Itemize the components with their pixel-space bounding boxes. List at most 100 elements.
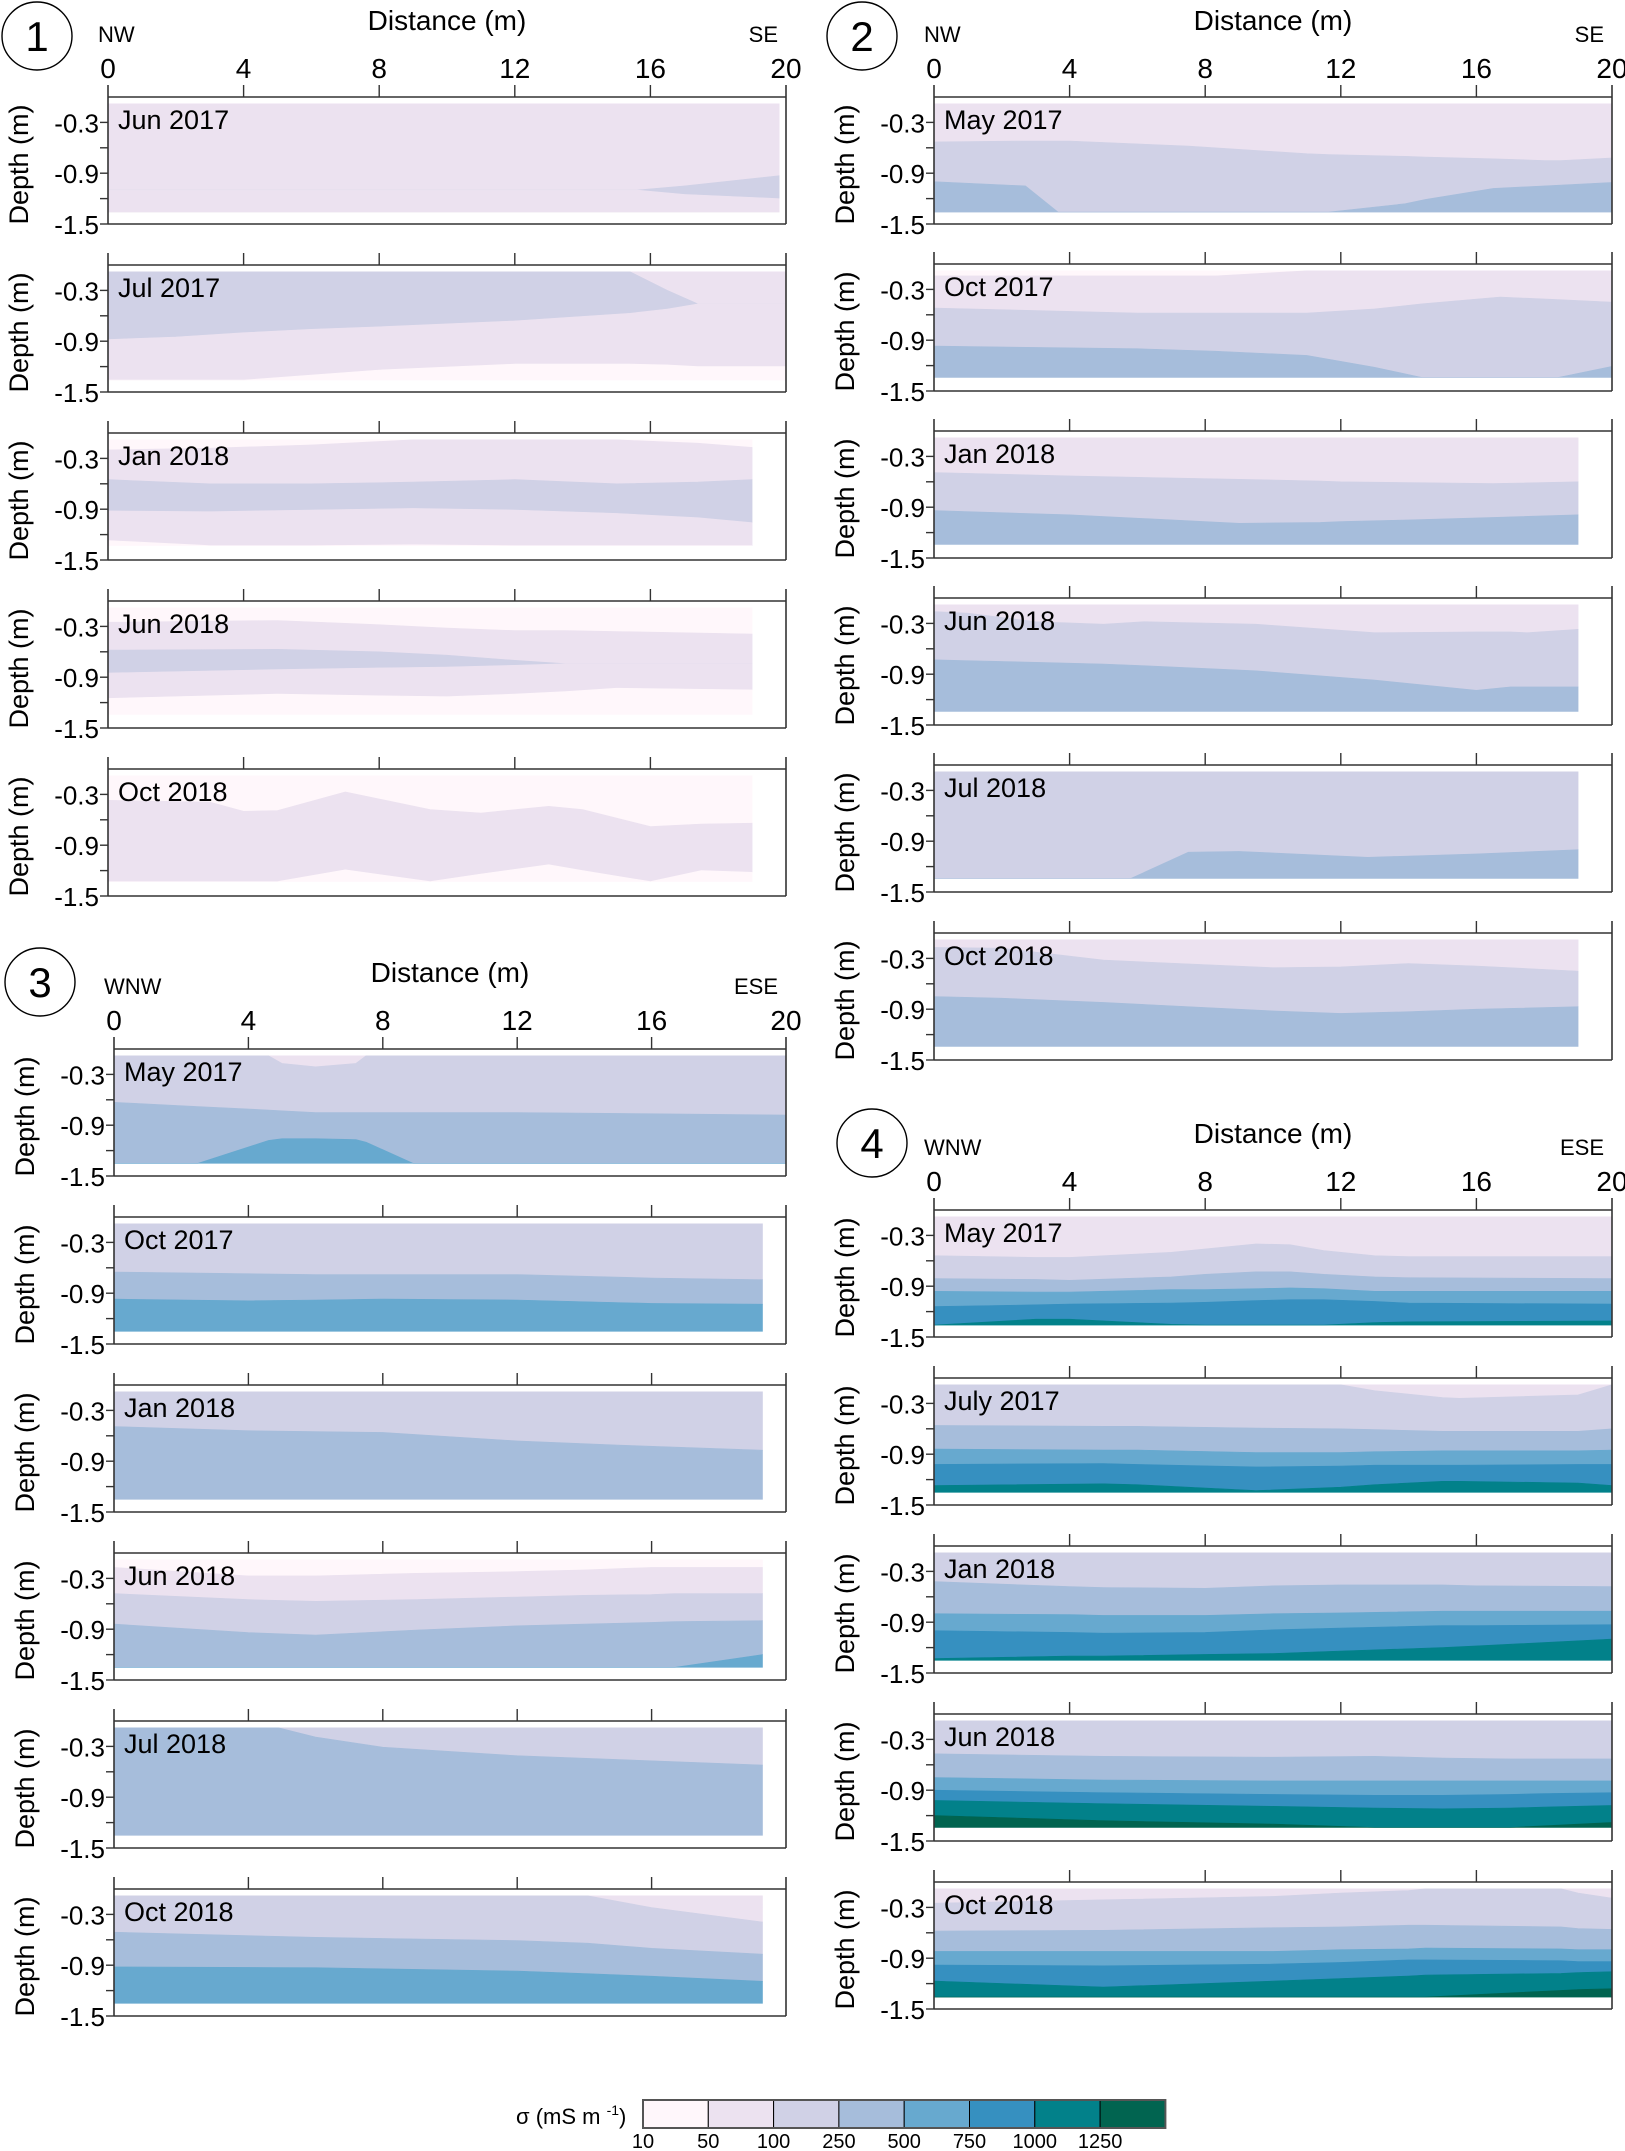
y-tick-label: -1.5: [880, 1323, 925, 1353]
y-axis-title: Depth (m): [830, 1217, 860, 1337]
profile-oct-2018: -0.3 -0.9 -1.5 Depth (m) Oct 2018: [830, 1870, 1613, 2025]
panel-3: 3 WNW ESE Distance (m) 0 4 8 12 16 20 -0.3 -0.9 -1.5…: [4, 947, 802, 2032]
y-axis-title: Depth (m): [830, 605, 860, 725]
panel-number-circle: [1, 1, 73, 71]
legend-swatch-10: [642, 2099, 709, 2129]
conductivity-band-250: [933, 996, 1579, 1047]
profile-date-label: Oct 2018: [944, 941, 1054, 971]
conductivity-band-500: [113, 1966, 763, 2004]
panel-1: 1 NW SE Distance (m) 0 4 8 12 16 20 -0.3 -0.9 -1.5 De…: [1, 1, 802, 912]
direction-left: WNW: [924, 1135, 982, 1160]
legend-swatch-100: [773, 2099, 840, 2129]
y-tick-label: -0.9: [880, 827, 925, 857]
y-tick-label: -0.9: [60, 1615, 105, 1645]
x-tick-label: 20: [770, 1005, 801, 1036]
y-axis-title: Depth (m): [10, 1560, 40, 1680]
profile-jun-2018: -0.3 -0.9 -1.5 Depth (m) Jun 2018: [10, 1541, 787, 1696]
conductivity-band-10: [108, 864, 753, 882]
legend-swatch-1250: [1099, 2099, 1166, 2129]
profile-date-label: Oct 2017: [124, 1225, 234, 1255]
conductivity-band-50: [107, 189, 780, 213]
y-tick-label: -1.5: [60, 1162, 105, 1192]
y-axis-title: Depth (m): [830, 1889, 860, 2009]
y-tick-label: -0.9: [60, 1111, 105, 1141]
legend-tick-label: 500: [888, 2131, 921, 2151]
profile-oct-2017: -0.3 -0.9 -1.5 Depth (m) Oct 2017: [10, 1205, 787, 1360]
y-tick-label: -1.5: [880, 210, 925, 240]
y-tick-label: -0.9: [54, 495, 99, 525]
x-tick-label: 12: [1325, 1166, 1356, 1197]
profile-date-label: May 2017: [944, 1218, 1063, 1248]
y-tick-label: -0.3: [880, 1725, 925, 1755]
y-tick-label: -1.5: [60, 2002, 105, 2032]
y-tick-label: -0.9: [60, 1951, 105, 1981]
panel-number-circle: [4, 947, 76, 1017]
profile-date-label: Jun 2018: [944, 606, 1055, 636]
y-tick-label: -1.5: [60, 1666, 105, 1696]
profile-oct-2018: -0.3 -0.9 -1.5 Depth (m) Oct 2018: [830, 921, 1613, 1076]
y-axis-title: Depth (m): [10, 1896, 40, 2016]
panel-number: 1: [25, 13, 48, 60]
y-tick-label: -1.5: [54, 714, 99, 744]
profile-date-label: Jul 2018: [944, 773, 1046, 803]
x-tick-label: 16: [1461, 1166, 1492, 1197]
y-axis-title: Depth (m): [4, 272, 34, 392]
y-tick-label: -1.5: [880, 1659, 925, 1689]
y-tick-label: -0.3: [880, 609, 925, 639]
y-tick-label: -0.9: [880, 493, 925, 523]
profile-date-label: Jul 2018: [124, 1729, 226, 1759]
y-tick-label: -0.9: [60, 1279, 105, 1309]
direction-right: ESE: [1560, 1135, 1604, 1160]
y-tick-label: -0.3: [54, 276, 99, 306]
profile-date-label: Oct 2018: [124, 1897, 234, 1927]
x-tick-label: 4: [241, 1005, 257, 1036]
profile-jun-2018: -0.3 -0.9 -1.5 Depth (m) Jun 2018: [830, 1702, 1613, 1857]
profile-may-2017: -0.3 -0.9 -1.5 Depth (m) May 2017: [830, 85, 1613, 240]
panel-4: 4 WNW ESE Distance (m) 0 4 8 12 16 20 -0.3 -0.9 -1.5…: [830, 1108, 1625, 2025]
y-tick-label: -0.3: [54, 780, 99, 810]
y-tick-label: -0.9: [880, 1608, 925, 1638]
x-tick-label: 20: [1596, 1166, 1625, 1197]
conductivity-band-250: [933, 510, 1579, 545]
legend-title: σ (mS m -1): [516, 2102, 626, 2129]
y-tick-label: -0.3: [880, 1893, 925, 1923]
y-axis-title: Depth (m): [830, 271, 860, 391]
y-tick-label: -1.5: [880, 1046, 925, 1076]
x-tick-label: 8: [375, 1005, 391, 1036]
legend-tick-label: 750: [953, 2131, 986, 2151]
profile-may-2017: -0.3 -0.9 -1.5 Depth (m) May 2017: [830, 1198, 1613, 1353]
legend-tick-label: 250: [822, 2131, 855, 2151]
x-tick-label: 16: [635, 53, 666, 84]
y-axis-title: Depth (m): [830, 940, 860, 1060]
y-tick-label: -1.5: [54, 546, 99, 576]
profile-july-2017: -0.3 -0.9 -1.5 Depth (m) July 2017: [830, 1366, 1613, 1521]
legend: σ (mS m -1) 10 50 100 250 500 750 1000 1250: [516, 2099, 1167, 2151]
panel-number: 2: [850, 13, 873, 60]
y-tick-label: -0.3: [880, 108, 925, 138]
y-tick-label: -0.3: [880, 1389, 925, 1419]
y-tick-label: -1.5: [880, 1995, 925, 2025]
panel-number: 3: [28, 959, 51, 1006]
legend-frame: [642, 2099, 1167, 2129]
y-axis-title: Depth (m): [10, 1056, 40, 1176]
conductivity-band-500: [114, 1654, 763, 1668]
profile-jan-2018: -0.3 -0.9 -1.5 Depth (m) Jan 2018: [830, 419, 1613, 574]
profile-date-label: Jun 2017: [118, 105, 229, 135]
y-axis-title: Depth (m): [10, 1392, 40, 1512]
y-tick-label: -0.3: [60, 1396, 105, 1426]
x-tick-label: 8: [1197, 1166, 1213, 1197]
y-axis-title: Depth (m): [830, 104, 860, 224]
profile-date-label: Jul 2017: [118, 273, 220, 303]
conductivity-band-250: [934, 849, 1579, 879]
x-tick-label: 0: [926, 1166, 942, 1197]
profile-date-label: Oct 2018: [944, 1890, 1054, 1920]
y-tick-label: -0.9: [880, 1272, 925, 1302]
profile-date-label: Jun 2018: [124, 1561, 235, 1591]
panel-number: 4: [860, 1120, 883, 1167]
x-tick-label: 0: [926, 53, 942, 84]
y-tick-label: -0.9: [880, 660, 925, 690]
y-axis-title: Depth (m): [10, 1224, 40, 1344]
y-tick-label: -0.3: [60, 1228, 105, 1258]
profile-date-label: May 2017: [944, 105, 1063, 135]
